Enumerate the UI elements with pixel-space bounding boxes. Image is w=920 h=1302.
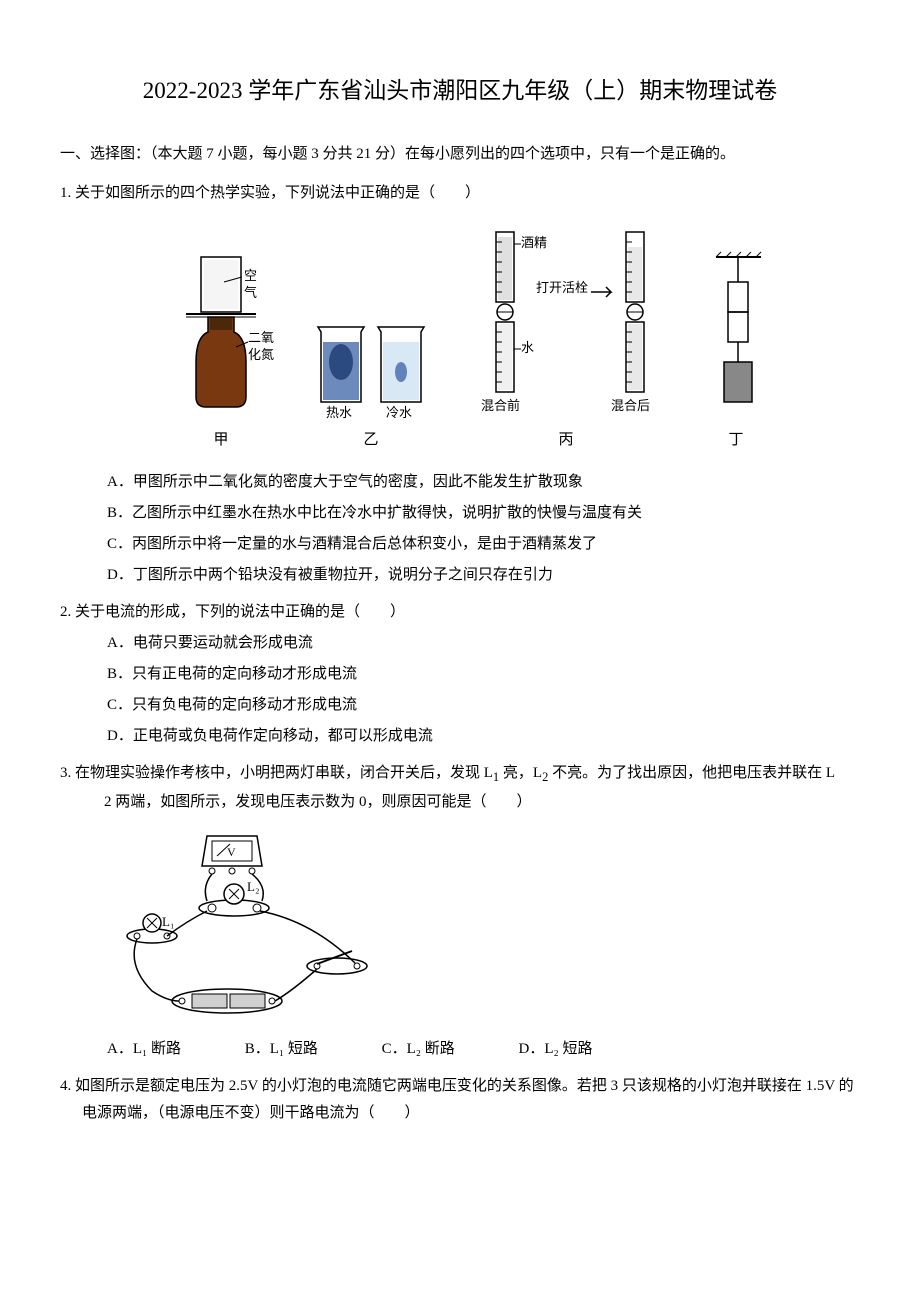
q3-option-a: A．L₁ 断路 <box>107 1036 181 1063</box>
q2-number: 2. <box>60 604 71 620</box>
q3-options: A．L₁ 断路 B．L₁ 短路 C．L₂ 断路 D．L₂ 短路 <box>82 1036 860 1063</box>
q4-number: 4. <box>60 1078 71 1094</box>
q1-text: 关于如图所示的四个热学实验，下列说法中正确的是（ ） <box>75 185 480 201</box>
svg-text:空: 空 <box>244 268 257 283</box>
q3-text-p2: 亮，L <box>499 765 542 781</box>
q1-figures: 空 气 二氧 化氮 甲 热水 <box>82 222 860 454</box>
lead-blocks-icon <box>696 242 776 422</box>
beaker-icon: 热水 冷水 <box>306 242 436 422</box>
q2-option-d: D．正电荷或负电荷作定向移动，都可以形成电流 <box>107 723 860 750</box>
q2-option-a: A．电荷只要运动就会形成电流 <box>107 630 860 657</box>
q3-option-d: D．L₂ 短路 <box>519 1036 593 1063</box>
svg-text:混合前: 混合前 <box>481 398 520 413</box>
svg-text:酒精: 酒精 <box>521 235 547 250</box>
circuit-diagram-icon: V L₂ L₁ <box>112 826 392 1026</box>
figure-label-bing: 丙 <box>558 427 573 454</box>
q1-option-a: A．甲图所示中二氧化氮的密度大于空气的密度，因此不能发生扩散现象 <box>107 469 860 496</box>
svg-text:气: 气 <box>244 285 257 300</box>
q2-option-c: C．只有负电荷的定向移动才形成电流 <box>107 692 860 719</box>
q3-text-cont: 2 <box>104 794 112 810</box>
q2-option-b: B．只有正电荷的定向移动才形成电流 <box>107 661 860 688</box>
svg-text:打开活栓: 打开活栓 <box>536 280 588 295</box>
q1-number: 1. <box>60 185 71 201</box>
q1-options: A．甲图所示中二氧化氮的密度大于空气的密度，因此不能发生扩散现象 B．乙图所示中… <box>82 469 860 589</box>
q2-options: A．电荷只要运动就会形成电流 B．只有正电荷的定向移动才形成电流 C．只有负电荷… <box>82 630 860 750</box>
q1-option-d: D．丁图所示中两个铅块没有被重物拉开，说明分子之间只存在引力 <box>107 562 860 589</box>
q3-option-b: B．L₁ 短路 <box>245 1036 318 1063</box>
svg-text:L₁: L₁ <box>162 914 174 929</box>
figure-bing: 酒精 水 打开活栓 <box>466 222 666 454</box>
q2-text: 关于电流的形成，下列的说法中正确的是（ ） <box>75 604 405 620</box>
svg-text:热水: 热水 <box>326 405 352 420</box>
q3-option-c: C．L₂ 断路 <box>382 1036 455 1063</box>
question-4: 4. 如图所示是额定电压为 2.5V 的小灯泡的电流随它两端电压变化的关系图像。… <box>60 1073 860 1127</box>
q4-text: 如图所示是额定电压为 2.5V 的小灯泡的电流随它两端电压变化的关系图像。若把 … <box>75 1078 854 1121</box>
question-2: 2. 关于电流的形成，下列的说法中正确的是（ ） A．电荷只要运动就会形成电流 … <box>60 599 860 750</box>
q3-figure: V L₂ L₁ <box>112 826 860 1026</box>
tube-mixing-icon: 酒精 水 打开活栓 <box>466 222 666 422</box>
svg-text:V: V <box>227 845 236 859</box>
svg-text:混合后: 混合后 <box>611 398 650 413</box>
q3-number: 3. <box>60 765 71 781</box>
svg-text:二氧: 二氧 <box>248 330 274 345</box>
figure-label-ding: 丁 <box>728 427 743 454</box>
question-3: 3. 在物理实验操作考核中，小明把两灯串联，闭合开关后，发现 L1 亮，L2 不… <box>60 760 860 1063</box>
figure-label-jia: 甲 <box>213 427 228 454</box>
figure-label-yi: 乙 <box>363 427 378 454</box>
page-title: 2022-2023 学年广东省汕头市潮阳区九年级（上）期末物理试卷 <box>60 70 860 111</box>
svg-text:水: 水 <box>521 340 534 355</box>
svg-text:L₂: L₂ <box>247 879 259 894</box>
svg-text:冷水: 冷水 <box>386 405 412 420</box>
svg-text:化氮: 化氮 <box>248 347 274 362</box>
q1-option-b: B．乙图所示中红墨水在热水中比在冷水中扩散得快，说明扩散的快慢与温度有关 <box>107 500 860 527</box>
q3-text-p1: 在物理实验操作考核中，小明把两灯串联，闭合开关后，发现 L <box>75 765 493 781</box>
section-header: 一、选择图：（本大题 7 小题，每小题 3 分共 21 分）在每小愿列出的四个选… <box>60 141 860 168</box>
figure-yi: 热水 冷水 乙 <box>306 242 436 454</box>
figure-ding: 丁 <box>696 242 776 454</box>
figure-jia: 空 气 二氧 化氮 甲 <box>166 242 276 454</box>
q3-text-p4: 两端，如图所示，发现电压表示数为 0，则原因可能是（ ） <box>112 794 532 810</box>
q3-text-p3: 不亮。为了找出原因，他把电压表并联在 L <box>548 765 835 781</box>
question-1: 1. 关于如图所示的四个热学实验，下列说法中正确的是（ ） 空 气 二氧 化氮 <box>60 180 860 589</box>
q1-option-c: C．丙图所示中将一定量的水与酒精混合后总体积变小，是由于酒精蒸发了 <box>107 531 860 558</box>
diffusion-bottle-icon: 空 气 二氧 化氮 <box>166 242 276 422</box>
